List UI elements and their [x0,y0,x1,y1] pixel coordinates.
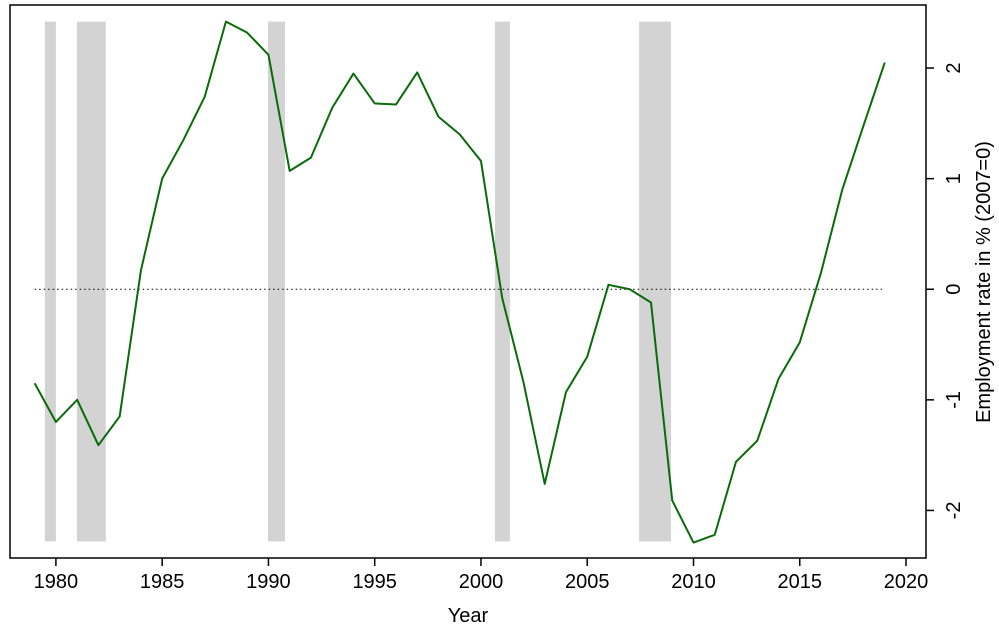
y-tick-label: -1 [943,391,965,409]
shaded-period [639,21,671,542]
x-tick-label: 1990 [246,571,291,593]
x-tick-label: 2005 [565,571,610,593]
x-tick-label: 2010 [671,571,716,593]
x-tick-label: 1985 [140,571,185,593]
x-tick-label: 2015 [778,571,823,593]
y-tick-label: 0 [943,284,965,295]
y-tick-label: -2 [943,502,965,520]
data-line [33,20,886,544]
x-tick-label: 1980 [34,571,79,593]
shaded-period [268,21,286,542]
shaded-period [76,21,106,542]
x-tick-label: 2020 [884,571,929,593]
plot-frame [9,4,927,559]
x-tick-label: 1995 [352,571,397,593]
y-axis-label: Employment rate in % (2007=0) [973,141,995,423]
y-tick-label: 2 [943,62,965,73]
x-axis-label: Year [448,605,489,627]
y-tick-label: 1 [943,173,965,184]
shaded-period [494,21,510,542]
shaded-period [44,21,56,542]
x-tick-label: 2000 [459,571,504,593]
